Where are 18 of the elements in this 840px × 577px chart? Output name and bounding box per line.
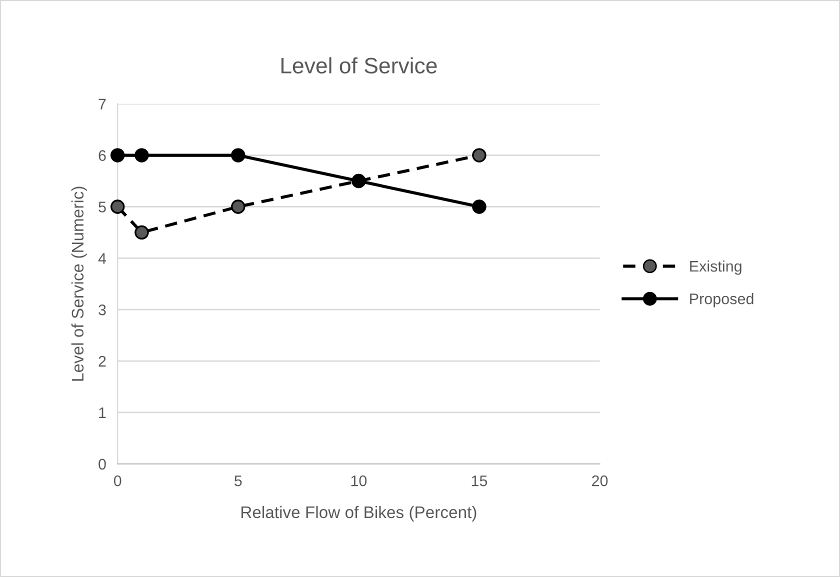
y-tick-label: 5 <box>98 202 106 212</box>
x-tick-label: 0 <box>114 475 122 486</box>
y-tick-label: 7 <box>98 98 106 110</box>
x-tick-label: 5 <box>234 476 242 486</box>
x-axis-title: Relative Flow of Bikes (Percent) <box>241 506 476 522</box>
x-tick-label: 10 <box>351 475 367 486</box>
y-tick-label: 3 <box>98 304 106 316</box>
x-tick-label: 15 <box>472 476 488 486</box>
y-tick-label: 1 <box>99 408 106 418</box>
y-tick-label: 0 <box>98 458 106 470</box>
y-tick-label: 2 <box>98 356 106 367</box>
legend-label: Existing <box>690 260 742 275</box>
x-tick-label: 20 <box>592 475 608 486</box>
legend-label: Proposed <box>690 293 754 308</box>
y-axis-title: Level of Service (Numeric) <box>71 186 87 381</box>
y-tick-label: 4 <box>98 253 106 264</box>
y-tick-label: 6 <box>98 150 106 161</box>
chart-title: Level of Service <box>281 57 437 74</box>
